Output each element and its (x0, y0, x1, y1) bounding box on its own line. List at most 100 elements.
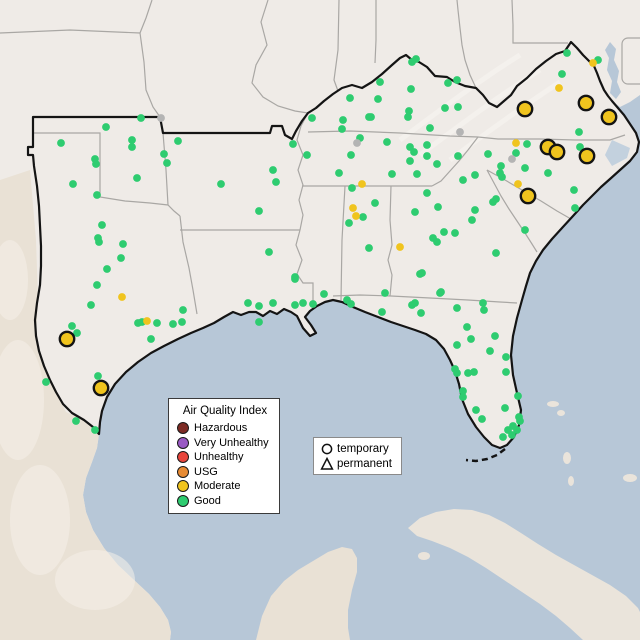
monitor-marker-good[interactable] (178, 318, 186, 326)
monitor-marker-good[interactable] (571, 204, 579, 212)
monitor-marker-good[interactable] (471, 206, 479, 214)
monitor-marker-moderate[interactable] (396, 243, 404, 251)
monitor-marker-good[interactable] (117, 254, 125, 262)
monitor-marker-moderate[interactable] (118, 293, 126, 301)
monitor-marker-good[interactable] (436, 289, 444, 297)
monitor-marker-good[interactable] (499, 433, 507, 441)
monitor-marker-good[interactable] (464, 369, 472, 377)
monitor-marker-good[interactable] (412, 55, 420, 63)
monitor-marker-good[interactable] (72, 417, 80, 425)
monitor-marker-good[interactable] (174, 137, 182, 145)
monitor-marker-good[interactable] (478, 415, 486, 423)
monitor-marker-no-data[interactable] (508, 155, 516, 163)
monitor-marker-good[interactable] (345, 219, 353, 227)
monitor-marker-good[interactable] (57, 139, 65, 147)
monitor-marker-good[interactable] (521, 164, 529, 172)
monitor-marker-good[interactable] (169, 320, 177, 328)
monitor-marker-moderate[interactable] (143, 317, 151, 325)
monitor-marker-good[interactable] (491, 332, 499, 340)
monitor-marker-good[interactable] (508, 431, 516, 439)
monitor-marker-good[interactable] (453, 341, 461, 349)
monitor-marker-good[interactable] (492, 249, 500, 257)
monitor-marker-good[interactable] (42, 378, 50, 386)
monitor-marker-good[interactable] (335, 169, 343, 177)
monitor-marker-good[interactable] (453, 304, 461, 312)
monitor-marker-good[interactable] (413, 170, 421, 178)
monitor-marker-good[interactable] (69, 180, 77, 188)
monitor-marker-good[interactable] (299, 299, 307, 307)
monitor-marker-moderate-temporary-large[interactable] (578, 147, 596, 165)
monitor-marker-good[interactable] (405, 107, 413, 115)
monitor-marker-moderate[interactable] (349, 204, 357, 212)
monitor-marker-good[interactable] (367, 113, 375, 121)
monitor-marker-good[interactable] (303, 151, 311, 159)
monitor-marker-good[interactable] (484, 150, 492, 158)
monitor-marker-good[interactable] (102, 123, 110, 131)
monitor-marker-no-data[interactable] (157, 114, 165, 122)
monitor-marker-good[interactable] (269, 299, 277, 307)
monitor-marker-good[interactable] (291, 275, 299, 283)
monitor-marker-good[interactable] (454, 152, 462, 160)
monitor-marker-moderate-temporary-large[interactable] (577, 94, 595, 112)
monitor-marker-good[interactable] (255, 207, 263, 215)
monitor-marker-good[interactable] (346, 94, 354, 102)
monitor-marker-good[interactable] (339, 116, 347, 124)
monitor-marker-good[interactable] (348, 184, 356, 192)
monitor-marker-moderate[interactable] (555, 84, 563, 92)
monitor-marker-good[interactable] (576, 143, 584, 151)
monitor-marker-good[interactable] (417, 309, 425, 317)
monitor-marker-good[interactable] (512, 149, 520, 157)
monitor-marker-good[interactable] (444, 79, 452, 87)
monitor-marker-good[interactable] (338, 125, 346, 133)
monitor-marker-good[interactable] (93, 281, 101, 289)
monitor-marker-good[interactable] (468, 216, 476, 224)
monitor-marker-good[interactable] (308, 114, 316, 122)
monitor-marker-moderate[interactable] (589, 59, 597, 67)
monitor-marker-good[interactable] (454, 103, 462, 111)
monitor-marker-good[interactable] (378, 308, 386, 316)
monitor-marker-good[interactable] (434, 203, 442, 211)
monitor-marker-good[interactable] (407, 85, 415, 93)
monitor-marker-good[interactable] (451, 229, 459, 237)
monitor-marker-good[interactable] (91, 426, 99, 434)
monitor-marker-good[interactable] (383, 138, 391, 146)
monitor-marker-good[interactable] (489, 198, 497, 206)
monitor-marker-good[interactable] (98, 221, 106, 229)
monitor-marker-good[interactable] (381, 289, 389, 297)
monitor-marker-good[interactable] (441, 104, 449, 112)
monitor-marker-good[interactable] (217, 180, 225, 188)
monitor-marker-good[interactable] (119, 240, 127, 248)
monitor-marker-good[interactable] (265, 248, 273, 256)
monitor-marker-moderate[interactable] (352, 212, 360, 220)
monitor-marker-good[interactable] (480, 306, 488, 314)
monitor-marker-good[interactable] (544, 169, 552, 177)
monitor-marker-good[interactable] (416, 270, 424, 278)
monitor-marker-moderate-temporary-large[interactable] (58, 330, 76, 348)
monitor-marker-moderate[interactable] (514, 180, 522, 188)
monitor-marker-good[interactable] (244, 299, 252, 307)
monitor-marker-good[interactable] (521, 226, 529, 234)
monitor-marker-good[interactable] (374, 95, 382, 103)
monitor-marker-good[interactable] (103, 265, 111, 273)
monitor-marker-good[interactable] (479, 299, 487, 307)
monitor-marker-good[interactable] (406, 157, 414, 165)
monitor-marker-good[interactable] (359, 213, 367, 221)
monitor-marker-good[interactable] (347, 300, 355, 308)
monitor-marker-good[interactable] (433, 238, 441, 246)
monitor-marker-good[interactable] (347, 151, 355, 159)
monitor-marker-moderate-temporary-large[interactable] (600, 108, 618, 126)
monitor-marker-moderate-temporary-large[interactable] (516, 100, 534, 118)
monitor-marker-good[interactable] (94, 372, 102, 380)
monitor-marker-good[interactable] (309, 300, 317, 308)
monitor-marker-good[interactable] (486, 347, 494, 355)
monitor-marker-good[interactable] (320, 290, 328, 298)
monitor-marker-good[interactable] (255, 302, 263, 310)
monitor-marker-good[interactable] (73, 329, 81, 337)
monitor-marker-moderate-temporary-large[interactable] (92, 379, 110, 397)
monitor-marker-good[interactable] (523, 140, 531, 148)
monitor-marker-good[interactable] (470, 368, 478, 376)
monitor-marker-good[interactable] (570, 186, 578, 194)
monitor-marker-good[interactable] (371, 199, 379, 207)
monitor-marker-good[interactable] (95, 238, 103, 246)
